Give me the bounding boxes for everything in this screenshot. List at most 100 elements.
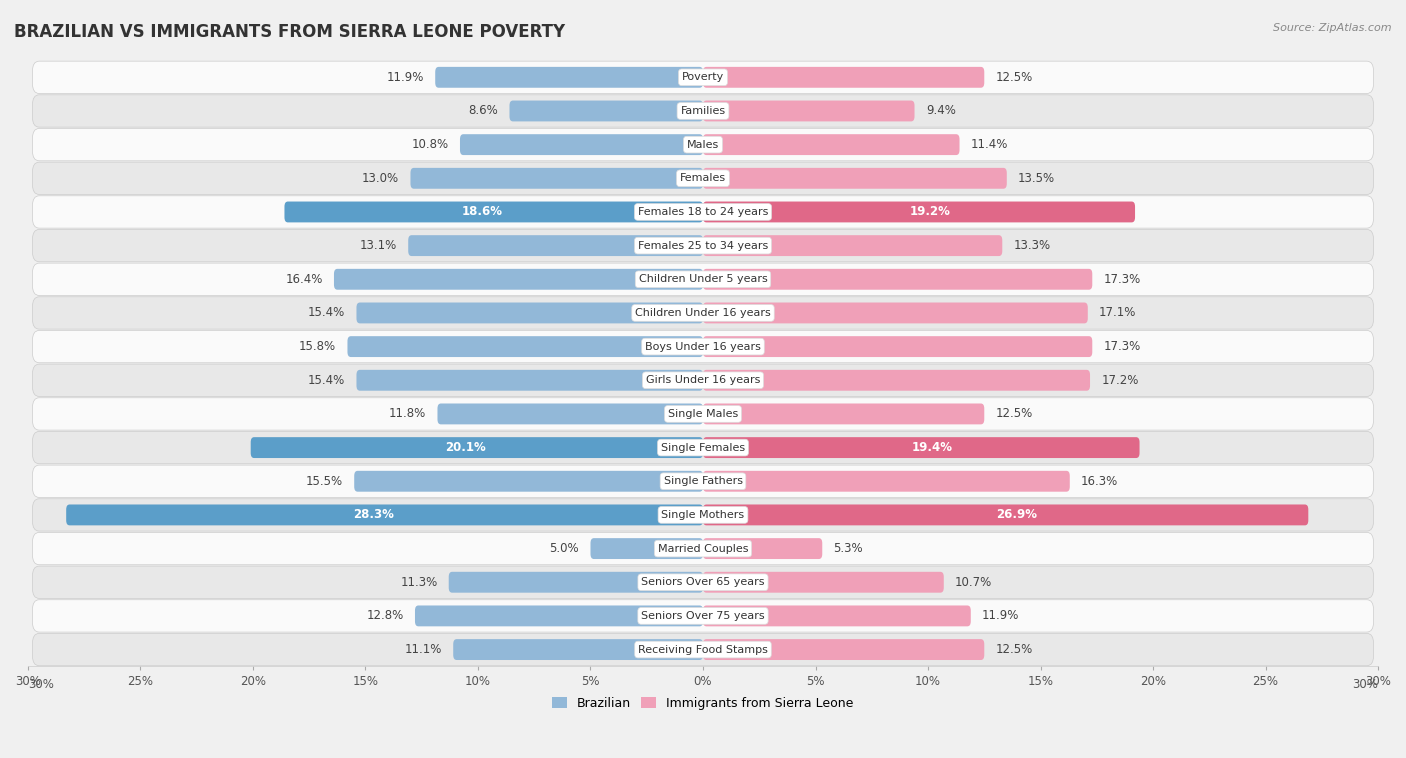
FancyBboxPatch shape — [32, 95, 1374, 127]
FancyBboxPatch shape — [703, 337, 1092, 357]
FancyBboxPatch shape — [591, 538, 703, 559]
Text: 19.2%: 19.2% — [910, 205, 950, 218]
FancyBboxPatch shape — [703, 134, 959, 155]
FancyBboxPatch shape — [32, 398, 1374, 430]
FancyBboxPatch shape — [32, 230, 1374, 262]
FancyBboxPatch shape — [703, 437, 1139, 458]
FancyBboxPatch shape — [453, 639, 703, 660]
FancyBboxPatch shape — [347, 337, 703, 357]
Text: 11.1%: 11.1% — [405, 643, 441, 656]
FancyBboxPatch shape — [703, 370, 1090, 390]
Text: Girls Under 16 years: Girls Under 16 years — [645, 375, 761, 385]
Text: Seniors Over 75 years: Seniors Over 75 years — [641, 611, 765, 621]
FancyBboxPatch shape — [703, 168, 1007, 189]
FancyBboxPatch shape — [32, 499, 1374, 531]
FancyBboxPatch shape — [449, 572, 703, 593]
Text: 12.5%: 12.5% — [995, 643, 1033, 656]
FancyBboxPatch shape — [703, 403, 984, 424]
FancyBboxPatch shape — [32, 364, 1374, 396]
Text: Boys Under 16 years: Boys Under 16 years — [645, 342, 761, 352]
Text: 11.9%: 11.9% — [981, 609, 1019, 622]
Text: 30%: 30% — [1353, 678, 1378, 691]
Text: Poverty: Poverty — [682, 72, 724, 83]
Text: Single Females: Single Females — [661, 443, 745, 453]
Text: 10.8%: 10.8% — [412, 138, 449, 151]
FancyBboxPatch shape — [460, 134, 703, 155]
FancyBboxPatch shape — [703, 67, 984, 88]
Text: 26.9%: 26.9% — [997, 509, 1038, 522]
FancyBboxPatch shape — [32, 330, 1374, 363]
FancyBboxPatch shape — [357, 370, 703, 390]
Text: 17.3%: 17.3% — [1104, 340, 1140, 353]
FancyBboxPatch shape — [32, 566, 1374, 598]
FancyBboxPatch shape — [32, 532, 1374, 565]
Text: 15.4%: 15.4% — [308, 374, 346, 387]
Text: 16.4%: 16.4% — [285, 273, 323, 286]
Text: Seniors Over 65 years: Seniors Over 65 years — [641, 578, 765, 587]
Text: 13.0%: 13.0% — [363, 172, 399, 185]
FancyBboxPatch shape — [703, 538, 823, 559]
FancyBboxPatch shape — [32, 634, 1374, 666]
Text: 17.1%: 17.1% — [1099, 306, 1136, 319]
Text: 11.9%: 11.9% — [387, 70, 425, 84]
Text: 28.3%: 28.3% — [353, 509, 394, 522]
FancyBboxPatch shape — [703, 269, 1092, 290]
Text: Single Fathers: Single Fathers — [664, 476, 742, 487]
FancyBboxPatch shape — [32, 263, 1374, 296]
Text: Receiving Food Stamps: Receiving Food Stamps — [638, 644, 768, 655]
FancyBboxPatch shape — [250, 437, 703, 458]
Text: Single Males: Single Males — [668, 409, 738, 419]
Text: Single Mothers: Single Mothers — [661, 510, 745, 520]
Text: 8.6%: 8.6% — [468, 105, 498, 117]
FancyBboxPatch shape — [437, 403, 703, 424]
Text: 12.8%: 12.8% — [367, 609, 404, 622]
Text: Source: ZipAtlas.com: Source: ZipAtlas.com — [1274, 23, 1392, 33]
FancyBboxPatch shape — [703, 505, 1309, 525]
FancyBboxPatch shape — [408, 235, 703, 256]
Text: Males: Males — [688, 139, 718, 149]
FancyBboxPatch shape — [32, 431, 1374, 464]
FancyBboxPatch shape — [509, 101, 703, 121]
FancyBboxPatch shape — [703, 639, 984, 660]
FancyBboxPatch shape — [703, 235, 1002, 256]
FancyBboxPatch shape — [32, 297, 1374, 329]
Text: 9.4%: 9.4% — [925, 105, 956, 117]
Text: 5.3%: 5.3% — [834, 542, 863, 555]
Text: 19.4%: 19.4% — [912, 441, 953, 454]
FancyBboxPatch shape — [703, 202, 1135, 222]
FancyBboxPatch shape — [335, 269, 703, 290]
Text: 15.8%: 15.8% — [299, 340, 336, 353]
Text: Children Under 16 years: Children Under 16 years — [636, 308, 770, 318]
FancyBboxPatch shape — [415, 606, 703, 626]
Text: 12.5%: 12.5% — [995, 70, 1033, 84]
FancyBboxPatch shape — [354, 471, 703, 492]
Text: 16.3%: 16.3% — [1081, 475, 1118, 487]
FancyBboxPatch shape — [703, 572, 943, 593]
Text: 13.1%: 13.1% — [360, 239, 396, 252]
Text: 13.3%: 13.3% — [1014, 239, 1050, 252]
Text: 30%: 30% — [28, 678, 53, 691]
FancyBboxPatch shape — [32, 600, 1374, 632]
FancyBboxPatch shape — [32, 465, 1374, 497]
Text: 20.1%: 20.1% — [446, 441, 486, 454]
FancyBboxPatch shape — [411, 168, 703, 189]
FancyBboxPatch shape — [32, 196, 1374, 228]
Text: Females: Females — [681, 174, 725, 183]
FancyBboxPatch shape — [703, 471, 1070, 492]
Legend: Brazilian, Immigrants from Sierra Leone: Brazilian, Immigrants from Sierra Leone — [547, 692, 859, 715]
FancyBboxPatch shape — [32, 61, 1374, 93]
FancyBboxPatch shape — [32, 162, 1374, 195]
FancyBboxPatch shape — [703, 606, 970, 626]
Text: 11.8%: 11.8% — [389, 408, 426, 421]
Text: 11.4%: 11.4% — [970, 138, 1008, 151]
FancyBboxPatch shape — [32, 128, 1374, 161]
FancyBboxPatch shape — [703, 302, 1088, 324]
FancyBboxPatch shape — [436, 67, 703, 88]
Text: Females 25 to 34 years: Females 25 to 34 years — [638, 240, 768, 251]
Text: 13.5%: 13.5% — [1018, 172, 1054, 185]
Text: Children Under 5 years: Children Under 5 years — [638, 274, 768, 284]
Text: Females 18 to 24 years: Females 18 to 24 years — [638, 207, 768, 217]
FancyBboxPatch shape — [66, 505, 703, 525]
Text: 10.7%: 10.7% — [955, 576, 993, 589]
FancyBboxPatch shape — [357, 302, 703, 324]
